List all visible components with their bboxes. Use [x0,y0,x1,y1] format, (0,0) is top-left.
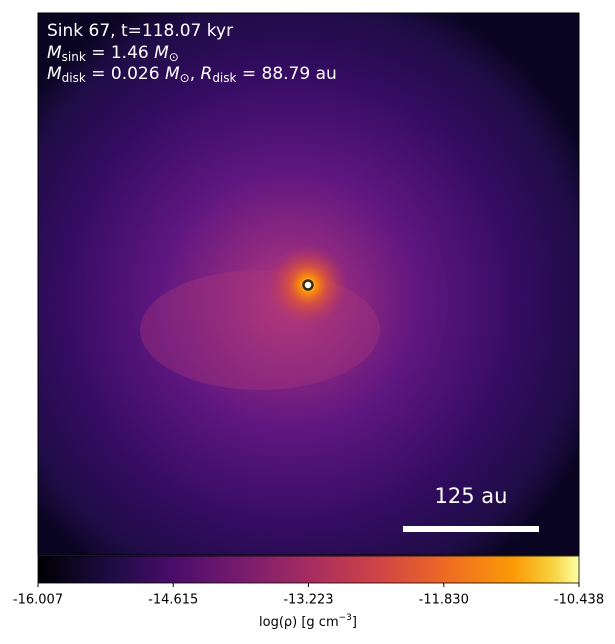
scale-bar-label: 125 au [435,484,508,508]
subscript: sink [62,50,86,64]
title: Sink 67, t=118.07 kyr [47,21,233,41]
colorbar-tick-label: -13.223 [283,593,333,608]
annotation-part: = 1.46 [86,43,154,63]
colorbar-tick-label: -10.438 [554,593,604,608]
annotation-part: M [47,43,62,63]
subscript: ⊙ [180,71,190,85]
scale-bar [403,526,539,532]
text-part: ] [352,615,357,630]
annotation-part: M [154,43,169,63]
annotation: Msink = 1.46 M⊙ [47,43,179,64]
colorbar-tick-label: -14.615 [148,593,198,608]
annotation-part: M [165,64,180,84]
colorbar-tick-label: -11.830 [419,593,469,608]
text-part: −3 [339,613,352,623]
annotation: Mdisk = 0.026 M⊙, Rdisk = 88.79 au [47,64,337,85]
text-part: log(ρ) [g cm [259,615,339,630]
colorbar [37,555,580,584]
subscript: disk [62,71,86,85]
colorbar-tick-label: -16.007 [13,593,63,608]
sink-marker [302,279,314,291]
annotation-part: = 0.026 [86,64,165,84]
annotation-part: M [47,64,62,84]
image-frame [37,12,580,556]
annotation-part: , [190,64,201,84]
annotation-part: R [201,64,213,84]
colorbar-label: log(ρ) [g cm−3] [259,613,357,630]
subscript: ⊙ [169,50,179,64]
subscript: disk [212,71,236,85]
annotations: Msink = 1.46 M⊙Mdisk = 0.026 M⊙, Rdisk =… [47,43,337,85]
annotation-part: = 88.79 au [236,64,336,84]
